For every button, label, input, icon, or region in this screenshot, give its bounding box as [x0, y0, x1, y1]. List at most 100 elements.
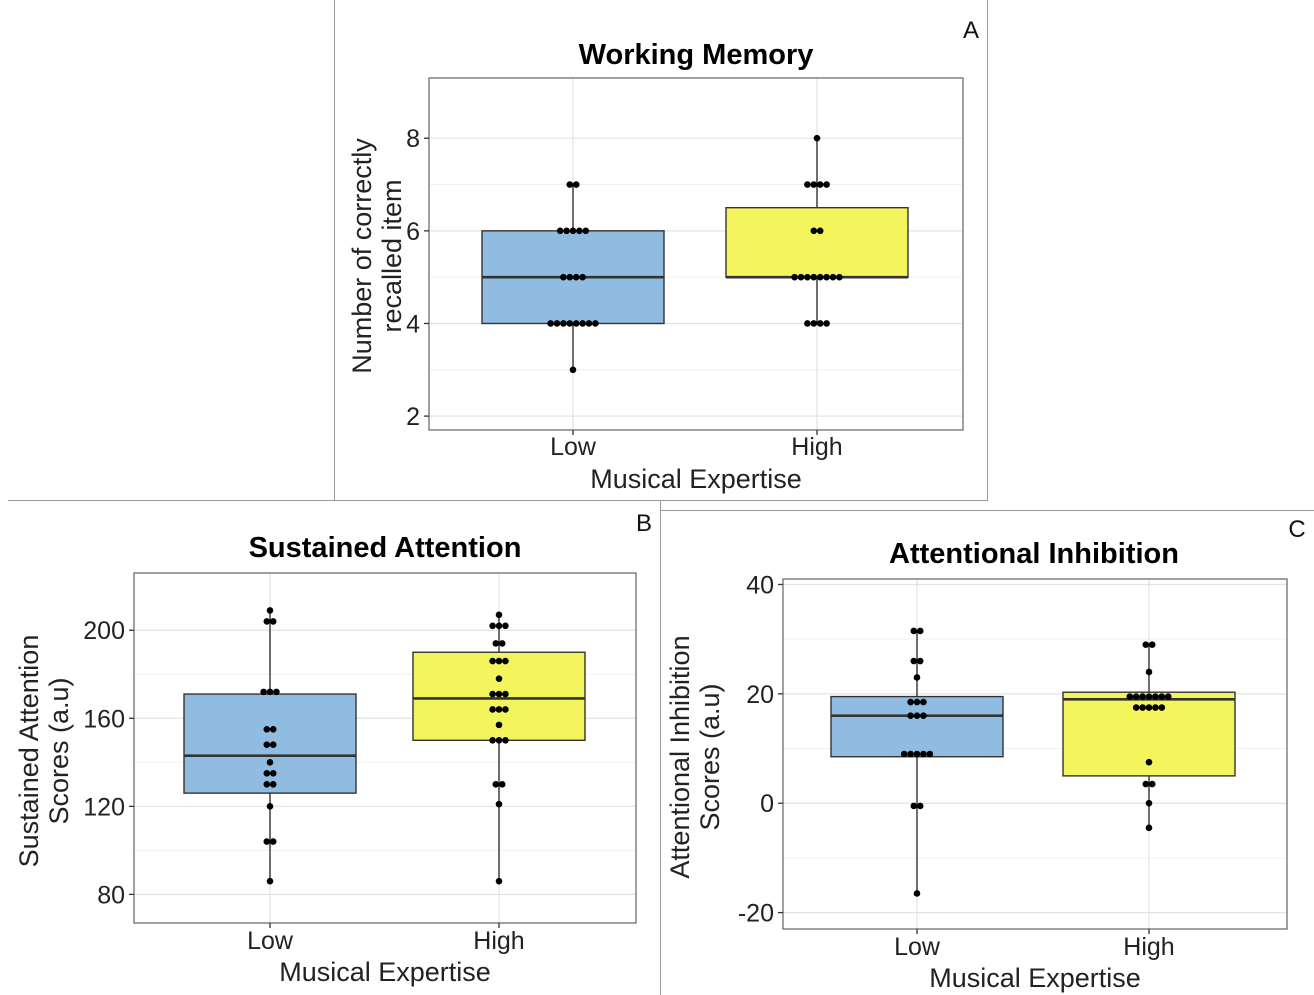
data-point [569, 366, 577, 374]
data-point [592, 320, 599, 327]
data-point [910, 627, 918, 635]
y-tick-label: 0 [760, 790, 774, 818]
data-point [266, 803, 274, 810]
plot-frame [428, 77, 964, 431]
y-axis-label-line: Attentional Inhibition [665, 635, 695, 878]
data-point [269, 725, 277, 733]
y-tick-label: 20 [746, 681, 774, 709]
data-point [1145, 824, 1153, 832]
data-point [920, 750, 927, 758]
data-point [495, 622, 503, 630]
data-point [1145, 758, 1153, 766]
data-point [907, 712, 914, 720]
data-point [502, 736, 509, 744]
data-point [816, 320, 824, 327]
data-point [489, 690, 496, 698]
data-point [495, 611, 503, 619]
x-axis-label: Musical Expertise [590, 464, 802, 494]
y-tick-label: 2 [406, 403, 420, 431]
data-point [495, 877, 503, 885]
data-point [1145, 704, 1153, 711]
data-point [489, 622, 496, 630]
data-point [566, 320, 574, 327]
data-point [492, 640, 500, 647]
data-point [916, 657, 924, 665]
data-point [560, 320, 567, 327]
data-point [263, 838, 271, 845]
data-point [579, 273, 586, 281]
data-point [913, 674, 921, 681]
working-memory-chart: A Working Memory 2 4 6 8 Low High Musical Expert… [347, 17, 979, 494]
data-point [1139, 693, 1146, 700]
data-point [266, 607, 274, 614]
data-point [1158, 693, 1166, 700]
y-tick-label: 4 [406, 310, 420, 338]
data-point [816, 181, 824, 188]
data-point [804, 181, 811, 188]
data-point [489, 736, 496, 744]
data-point [266, 759, 274, 766]
data-point [502, 657, 509, 665]
data-point [263, 741, 271, 748]
data-point [1158, 704, 1166, 711]
y-axis-label-line: Scores (a.u) [44, 677, 74, 824]
x-tick-label: Low [247, 927, 294, 955]
y-tick-label: 80 [97, 881, 125, 909]
y-tick-label: -20 [738, 900, 774, 928]
data-point [900, 750, 908, 758]
box-body [183, 693, 357, 794]
data-point [495, 690, 503, 698]
panel-letter: B [636, 510, 652, 537]
data-point [1148, 641, 1156, 648]
data-point [566, 273, 574, 281]
data-point [269, 618, 277, 625]
data-point [572, 181, 580, 188]
data-point [556, 227, 564, 235]
panel-letter: A [963, 17, 979, 44]
data-point [495, 706, 503, 713]
data-point [1132, 704, 1140, 711]
x-tick-label: High [473, 927, 524, 955]
data-point [910, 802, 918, 810]
box-body [830, 695, 1004, 758]
data-point [498, 640, 506, 647]
data-point [907, 750, 914, 758]
x-tick-label: Low [550, 433, 597, 461]
data-point [836, 273, 843, 281]
data-point [498, 781, 506, 788]
data-point [804, 320, 811, 327]
y-axis-label: Sustained AttentionScores (a.u) [14, 635, 74, 868]
data-point [269, 741, 277, 748]
x-axis-label: Musical Expertise [929, 963, 1141, 993]
chart-title: Attentional Inhibition [889, 538, 1179, 570]
y-axis-label: Number of correctlyrecalled item [347, 138, 407, 374]
data-point [495, 721, 503, 729]
data-point [810, 320, 818, 327]
data-point [566, 181, 574, 188]
data-point [569, 227, 577, 235]
chart-title: Working Memory [579, 39, 814, 71]
data-point [495, 657, 503, 665]
attentional-inhibition-chart: C Attentional Inhibition -20 0 20 40 Low HighMu… [665, 516, 1306, 993]
data-point [1152, 704, 1159, 711]
data-point [269, 838, 277, 845]
panel-a-working-memory: A Working Memory 2 4 6 8 Low High Musical Expert… [334, 0, 988, 501]
y-tick-label: 8 [406, 125, 420, 153]
x-axis-label: Musical Expertise [279, 957, 491, 987]
data-point [810, 273, 818, 281]
data-point [585, 320, 593, 327]
y-axis-label-line: recalled item [377, 179, 407, 332]
data-point [547, 320, 554, 327]
x-tick-label: Low [894, 933, 941, 961]
data-point [1139, 704, 1146, 711]
data-point [1145, 799, 1153, 807]
data-point [572, 320, 580, 327]
data-point [502, 690, 509, 698]
box-low [183, 610, 357, 882]
data-point [582, 227, 590, 235]
data-point [1145, 668, 1153, 676]
data-point [269, 770, 277, 777]
data-point [266, 877, 274, 885]
data-point [263, 725, 271, 733]
x-tick-label: High [791, 433, 842, 461]
